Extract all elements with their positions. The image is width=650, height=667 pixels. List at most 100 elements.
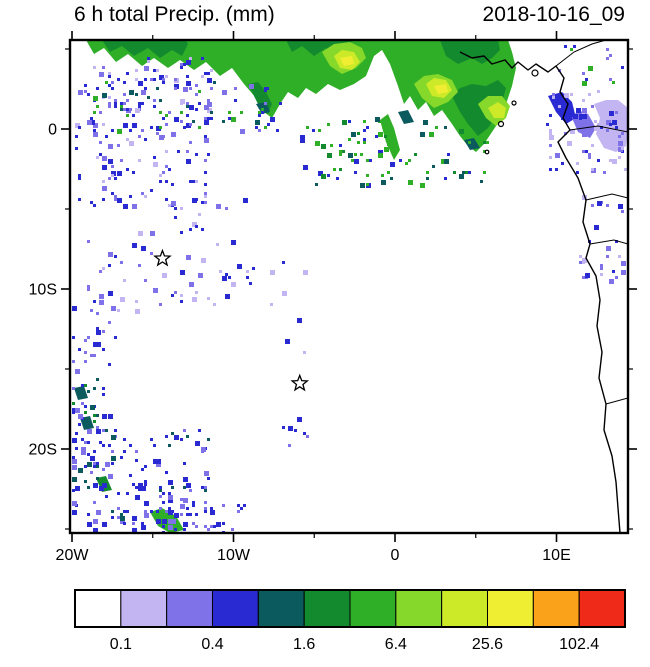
precip-polygon bbox=[74, 386, 88, 400]
precip-speckle bbox=[201, 57, 204, 60]
precip-speckle bbox=[111, 435, 116, 440]
precip-speckle bbox=[141, 129, 144, 132]
precip-speckle bbox=[72, 456, 75, 459]
precip-speckle bbox=[132, 204, 137, 209]
precip-speckle bbox=[189, 180, 192, 183]
precip-speckle bbox=[174, 435, 179, 440]
precip-speckle bbox=[429, 132, 434, 137]
precip-speckle bbox=[153, 105, 156, 108]
precip-speckle bbox=[135, 69, 138, 72]
precip-speckle bbox=[123, 102, 126, 105]
precip-speckle bbox=[444, 177, 447, 180]
precip-speckle bbox=[195, 180, 198, 183]
precip-speckle bbox=[186, 105, 189, 108]
precip-speckle bbox=[189, 282, 194, 287]
precip-speckle bbox=[585, 150, 588, 153]
precip-speckle bbox=[198, 90, 201, 93]
precip-speckle bbox=[303, 270, 308, 275]
precip-speckle bbox=[93, 342, 98, 347]
precip-speckle bbox=[609, 159, 612, 162]
colorbar-cell bbox=[212, 589, 259, 628]
precip-polygon bbox=[434, 84, 448, 94]
precip-speckle bbox=[135, 93, 138, 96]
precip-speckle bbox=[618, 144, 623, 149]
precip-speckle bbox=[621, 66, 624, 69]
precip-speckle bbox=[159, 507, 162, 510]
precip-speckle bbox=[165, 114, 168, 117]
precip-speckle bbox=[594, 225, 599, 230]
precip-speckle bbox=[93, 132, 98, 137]
precip-speckle bbox=[93, 123, 98, 128]
precip-speckle bbox=[222, 522, 225, 525]
precip-speckle bbox=[123, 510, 126, 513]
precip-speckle bbox=[102, 180, 105, 183]
precip-speckle bbox=[618, 156, 621, 159]
precip-speckle bbox=[153, 162, 158, 167]
precip-speckle bbox=[102, 198, 105, 201]
precip-speckle bbox=[93, 129, 96, 132]
precip-speckle bbox=[102, 186, 107, 191]
precip-speckle bbox=[264, 102, 267, 105]
precip-speckle bbox=[87, 522, 92, 527]
precip-speckle bbox=[582, 99, 585, 102]
precip-speckle bbox=[210, 525, 213, 528]
colorbar-cell bbox=[395, 589, 443, 628]
precip-speckle bbox=[186, 123, 191, 128]
precip-speckle bbox=[135, 495, 140, 500]
precip-speckle bbox=[87, 288, 90, 291]
precip-speckle bbox=[207, 528, 210, 531]
precip-speckle bbox=[87, 120, 92, 125]
precip-speckle bbox=[93, 462, 96, 465]
precip-speckle bbox=[117, 144, 120, 147]
precip-speckle bbox=[198, 213, 201, 216]
colorbar-cell bbox=[441, 589, 488, 628]
precip-speckle bbox=[165, 150, 168, 153]
star-marker bbox=[290, 373, 310, 392]
precip-speckle bbox=[579, 117, 582, 120]
precip-speckle bbox=[303, 432, 306, 435]
precip-speckle bbox=[213, 525, 216, 528]
precip-speckle bbox=[78, 174, 81, 177]
precip-speckle bbox=[120, 102, 123, 105]
precip-speckle bbox=[126, 72, 129, 75]
precip-speckle bbox=[117, 198, 122, 203]
precip-speckle bbox=[114, 99, 117, 102]
precip-speckle bbox=[210, 111, 213, 114]
precip-speckle bbox=[546, 123, 549, 126]
precip-speckle bbox=[84, 384, 87, 387]
precip-speckle bbox=[201, 201, 204, 204]
precip-speckle bbox=[255, 126, 258, 129]
precip-speckle bbox=[600, 273, 603, 276]
precip-speckle bbox=[210, 510, 215, 515]
precip-speckle bbox=[144, 501, 149, 506]
colorbar-cell bbox=[257, 589, 305, 628]
precip-speckle bbox=[603, 171, 606, 174]
precip-speckle bbox=[276, 129, 279, 132]
precip-speckle bbox=[96, 156, 99, 159]
precip-speckle bbox=[162, 501, 165, 504]
precip-speckle bbox=[363, 129, 366, 132]
precip-speckle bbox=[207, 72, 210, 75]
precip-speckle bbox=[135, 309, 140, 314]
precip-speckle bbox=[84, 360, 87, 363]
precip-speckle bbox=[222, 120, 225, 123]
precip-speckle bbox=[165, 471, 168, 474]
precip-speckle bbox=[363, 120, 366, 123]
precip-speckle bbox=[183, 528, 186, 531]
precip-speckle bbox=[111, 129, 114, 132]
precip-speckle bbox=[258, 111, 261, 114]
precip-speckle bbox=[609, 123, 612, 126]
precip-speckle bbox=[135, 300, 138, 303]
precip-speckle bbox=[468, 141, 471, 144]
country-border bbox=[555, 40, 607, 67]
precip-speckle bbox=[582, 276, 585, 279]
precip-speckle bbox=[189, 123, 192, 126]
precip-speckle bbox=[144, 483, 147, 486]
precip-speckle bbox=[354, 171, 357, 174]
precip-speckle bbox=[459, 174, 464, 179]
precip-speckle bbox=[129, 195, 132, 198]
precip-speckle bbox=[189, 141, 192, 144]
precip-speckle bbox=[90, 405, 95, 410]
precip-speckle bbox=[387, 141, 392, 146]
precip-speckle bbox=[186, 114, 189, 117]
